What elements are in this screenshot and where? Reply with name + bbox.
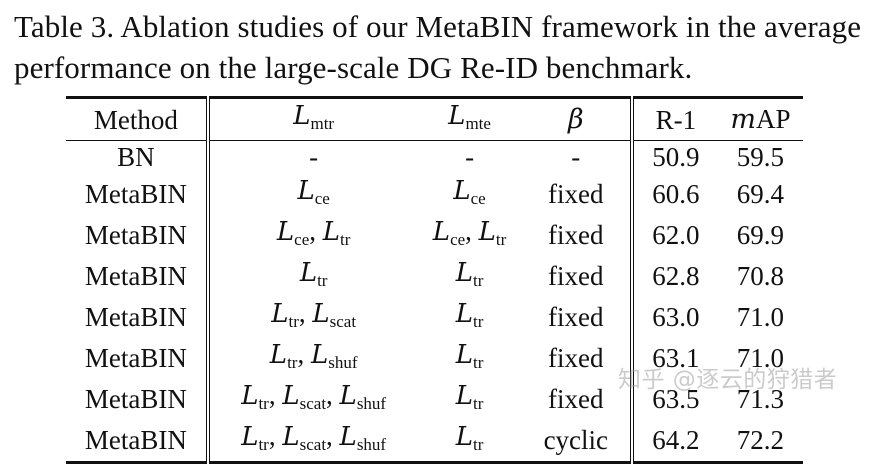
cell-method: MetaBIN <box>66 255 210 297</box>
cell-r1: 60.6 <box>652 179 700 209</box>
table-row: MetaBIN Ltr, Lshuf Ltr fixed 63.1 71.0 <box>66 337 803 379</box>
cell-beta: fixed <box>521 173 635 215</box>
cell-l-mte: - <box>465 142 475 173</box>
cell-l-mte: Ltr <box>455 298 484 331</box>
cell-map: 72.2 <box>736 425 785 455</box>
cell-beta: - <box>521 140 635 174</box>
cell-l-mte: Ltr <box>455 257 484 290</box>
ablation-table: Method Lmtr Lmte β R-1 mAP BN - - -50.9 59.5… <box>66 96 803 464</box>
cell-l-mte: Lce <box>453 175 486 208</box>
cell-map: 59.5 <box>736 142 785 173</box>
cell-beta: fixed <box>521 214 635 256</box>
cell-l-mte: Ltr <box>455 380 484 413</box>
cell-beta: fixed <box>521 378 635 420</box>
header-map: mAP <box>717 97 803 141</box>
cell-method: MetaBIN <box>66 214 210 256</box>
cell-method: BN <box>66 140 210 174</box>
cell-r1: 62.8 <box>652 261 700 291</box>
table-row: MetaBIN Ltr, Lscat Ltr fixed 63.0 71.0 <box>66 296 803 338</box>
cell-r1: 63.5 <box>652 384 700 414</box>
cell-method: MetaBIN <box>66 173 210 215</box>
cell-map: 71.0 <box>736 343 785 373</box>
ablation-table-container: Method Lmtr Lmte β R-1 mAP BN - - -50.9 59.5… <box>66 96 803 464</box>
cell-method: MetaBIN <box>66 419 210 462</box>
cell-map: 70.8 <box>736 261 785 291</box>
cell-method: MetaBIN <box>66 296 210 338</box>
table-row: MetaBIN Lce Lce fixed 60.6 69.4 <box>66 173 803 215</box>
cell-r1: 62.0 <box>652 220 700 250</box>
header-l-mtr: Lmtr <box>207 97 418 141</box>
cell-l-mtr: Lce, Ltr <box>276 215 351 249</box>
cell-beta: fixed <box>521 296 635 338</box>
cell-beta: fixed <box>521 337 635 379</box>
cell-l-mtr: Ltr, Lscat, Lshuf <box>241 379 387 413</box>
cell-l-mtr: Ltr <box>299 257 328 290</box>
cell-method: MetaBIN <box>66 337 210 379</box>
cell-map: 69.4 <box>736 179 785 209</box>
cell-map: 71.3 <box>736 384 785 414</box>
cell-l-mtr: Ltr, Lscat, Lshuf <box>241 420 387 454</box>
cell-l-mtr: Lce <box>297 175 330 208</box>
header-r1: R-1 <box>632 97 718 141</box>
table-row: MetaBIN Lce, Ltr Lce, Ltr fixed 62.0 69.9 <box>66 214 803 256</box>
cell-l-mtr: Ltr, Lscat <box>271 297 357 331</box>
cell-beta: fixed <box>521 255 635 297</box>
cell-method: MetaBIN <box>66 378 210 420</box>
cell-l-mte: Ltr <box>455 421 484 454</box>
table-header-row: Method Lmtr Lmte β R-1 mAP <box>66 97 803 141</box>
cell-r1: 63.0 <box>652 302 700 332</box>
cell-r1: 63.1 <box>652 343 700 373</box>
table-row: MetaBIN Ltr Ltr fixed 62.8 70.8 <box>66 255 803 297</box>
cell-beta: cyclic <box>521 419 635 462</box>
header-l-mte: Lmte <box>417 97 522 141</box>
cell-r1: 64.2 <box>652 425 700 455</box>
watermark-text: 知乎 @逐云的狩猎者 <box>618 367 838 393</box>
cell-l-mtr: Ltr, Lshuf <box>269 338 358 372</box>
cell-map: 71.0 <box>736 302 785 332</box>
cell-l-mte: Lce, Ltr <box>432 215 507 249</box>
cell-r1: 50.9 <box>652 142 700 173</box>
header-beta: β <box>521 97 635 141</box>
cell-map: 69.9 <box>736 220 785 250</box>
cell-l-mte: Ltr <box>455 339 484 372</box>
cell-l-mtr: - <box>309 142 319 173</box>
table-row: BN - - -50.9 59.5 <box>66 140 803 174</box>
table-body: BN - - -50.9 59.5 MetaBIN Lce Lce fixed 60.6 69.4 M… <box>66 140 803 462</box>
header-method: Method <box>66 97 210 141</box>
table-caption: Table 3. Ablation studies of our MetaBIN… <box>14 9 862 85</box>
table-row: MetaBIN Ltr, Lscat, Lshuf Ltr cyclic 64.2 72.… <box>66 419 803 462</box>
